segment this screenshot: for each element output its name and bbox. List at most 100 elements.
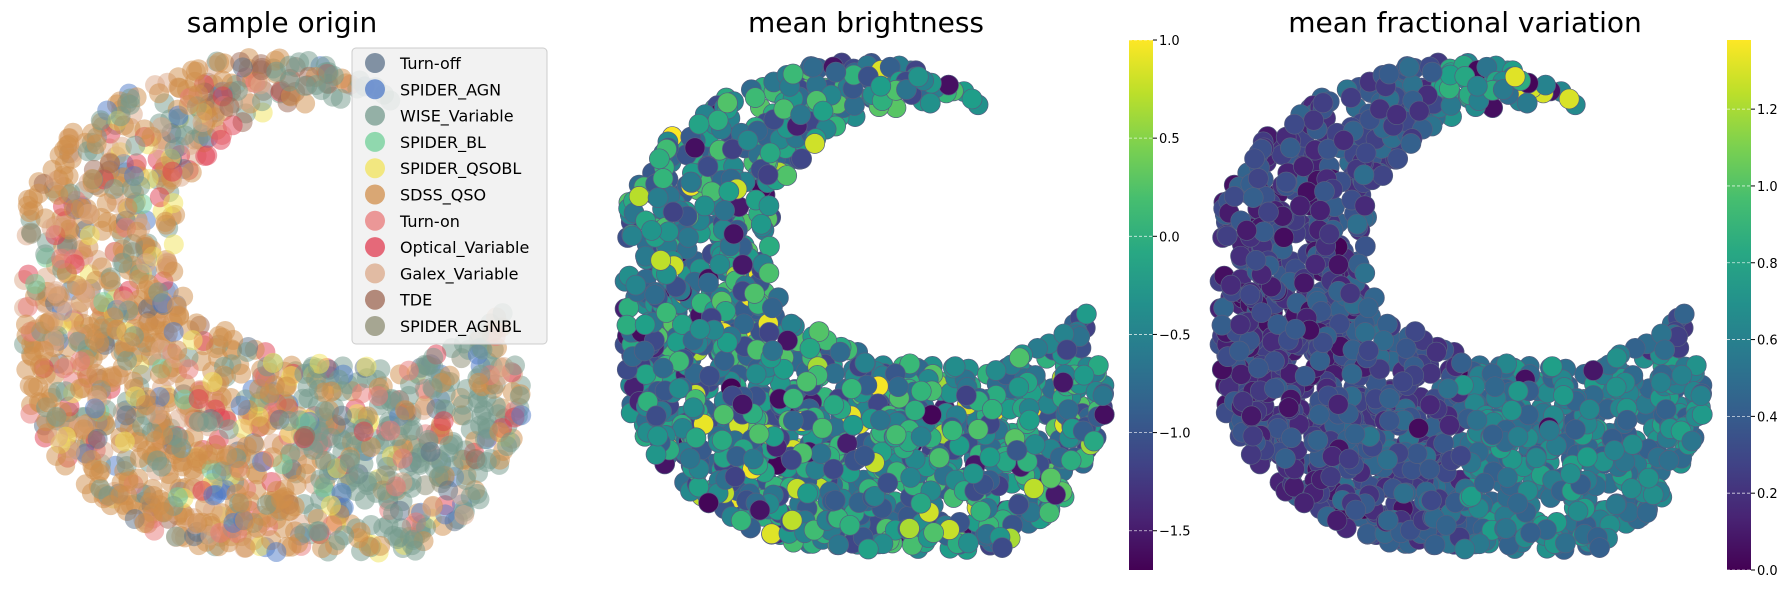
- scatter-point: [713, 404, 735, 425]
- colorbar-tick-label: −0.5: [1159, 328, 1191, 343]
- scatter-point: [281, 536, 302, 557]
- scatter-point: [63, 199, 84, 220]
- scatter-point: [1406, 443, 1428, 464]
- scatter-point: [1223, 186, 1245, 207]
- scatter-point: [334, 525, 355, 546]
- scatter-point: [153, 424, 174, 445]
- scatter-point: [1437, 378, 1459, 400]
- scatter-point: [405, 540, 426, 561]
- legend-marker: [365, 237, 385, 258]
- scatter-point: [1293, 492, 1315, 514]
- scatter-point: [1419, 394, 1441, 416]
- scatter-point: [1560, 463, 1581, 484]
- scatter-point: [1400, 133, 1422, 154]
- legend-label: Turn-on: [399, 212, 460, 231]
- scatter-point: [125, 135, 146, 156]
- scatter-point: [247, 517, 268, 538]
- panel-mean-fractional-variation: mean fractional variation 1.21.00.80.60.…: [1209, 6, 1778, 579]
- colorbar-tick-label: 0.5: [1159, 132, 1180, 147]
- scatter-point: [168, 427, 189, 448]
- scatter-point: [455, 469, 476, 490]
- scatter-point: [116, 405, 137, 426]
- scatter-point: [1520, 522, 1541, 543]
- scatter-point: [942, 420, 963, 441]
- scatter-point: [1211, 314, 1233, 336]
- scatter-point: [500, 432, 521, 453]
- legend-label: SPIDER_AGNBL: [400, 317, 521, 337]
- scatter-point: [231, 363, 252, 384]
- scatter-point: [1354, 322, 1376, 343]
- scatter-point: [1482, 424, 1504, 446]
- scatter-point: [100, 271, 121, 292]
- scatter-point: [232, 492, 253, 513]
- scatter-point: [1393, 482, 1415, 504]
- scatter-point: [1024, 434, 1046, 455]
- legend-label: SPIDER_QSOBL: [400, 159, 521, 179]
- scatter-point: [955, 385, 977, 406]
- scatter-point: [438, 480, 459, 501]
- colorbar-tick-label: 1.2: [1757, 103, 1778, 118]
- scatter-point: [321, 381, 342, 402]
- scatter-point: [44, 283, 65, 304]
- scatter-point: [1281, 427, 1302, 449]
- scatter-point: [1346, 213, 1368, 235]
- scatter-point: [854, 445, 875, 467]
- scatter-point: [797, 482, 818, 504]
- scatter-point: [392, 448, 413, 469]
- scatter-point: [116, 350, 137, 371]
- scatter-point: [262, 352, 283, 373]
- scatter-point: [1497, 467, 1518, 488]
- scatter-point: [1326, 510, 1348, 531]
- scatter-point: [217, 445, 238, 466]
- scatter-point: [297, 377, 318, 398]
- scatter-point: [1312, 92, 1334, 114]
- scatter-point: [1242, 425, 1264, 447]
- colorbar-tick-label: 0.6: [1757, 334, 1778, 349]
- scatter-point: [1244, 148, 1265, 170]
- scatter-point: [468, 372, 489, 393]
- scatter-point: [273, 488, 294, 509]
- colorbar-tick-label: 0.8: [1757, 257, 1778, 272]
- scatter-point: [209, 52, 230, 73]
- scatter-point: [717, 92, 738, 114]
- scatter-point: [219, 96, 240, 117]
- scatter-point: [1039, 502, 1060, 523]
- scatter-point: [1357, 297, 1379, 319]
- scatter-point: [857, 538, 879, 560]
- scatter-point: [824, 490, 846, 511]
- scatter-point: [796, 371, 818, 393]
- colorbar-tick-label: 1.0: [1757, 180, 1778, 195]
- scatter-point: [1504, 66, 1526, 88]
- scatter-point: [264, 375, 285, 396]
- scatter-point: [511, 405, 532, 426]
- colorbar-tick-label: 0.4: [1757, 410, 1778, 425]
- scatter-point: [970, 500, 992, 522]
- scatter-point: [678, 227, 699, 248]
- scatter-point: [79, 225, 100, 246]
- scatter-point: [1525, 447, 1547, 469]
- scatter-point: [262, 447, 283, 468]
- scatter-point: [56, 301, 77, 322]
- scatter-point: [1093, 404, 1115, 425]
- scatter-point: [48, 184, 69, 205]
- scatter-point: [1495, 518, 1517, 539]
- scatter-point: [383, 503, 404, 524]
- scatter-point: [713, 350, 735, 371]
- scatter-point: [251, 60, 272, 81]
- scatter-point: [1605, 494, 1627, 516]
- scatter-point: [1673, 303, 1695, 325]
- scatter-point: [1242, 187, 1264, 208]
- scatter-point: [1275, 448, 1296, 469]
- scatter-point: [1264, 378, 1285, 399]
- scatter-point: [166, 296, 187, 317]
- scatter-point: [163, 261, 184, 282]
- scatter-point: [907, 66, 929, 88]
- scatter-point: [1340, 87, 1362, 108]
- scatter-point: [688, 113, 710, 135]
- scatter-point: [1309, 200, 1331, 221]
- scatter-point: [759, 142, 781, 164]
- scatter-point: [1622, 434, 1643, 455]
- scatter-point: [310, 469, 331, 490]
- scatter-point: [887, 376, 909, 398]
- panel-title: mean brightness: [748, 6, 984, 39]
